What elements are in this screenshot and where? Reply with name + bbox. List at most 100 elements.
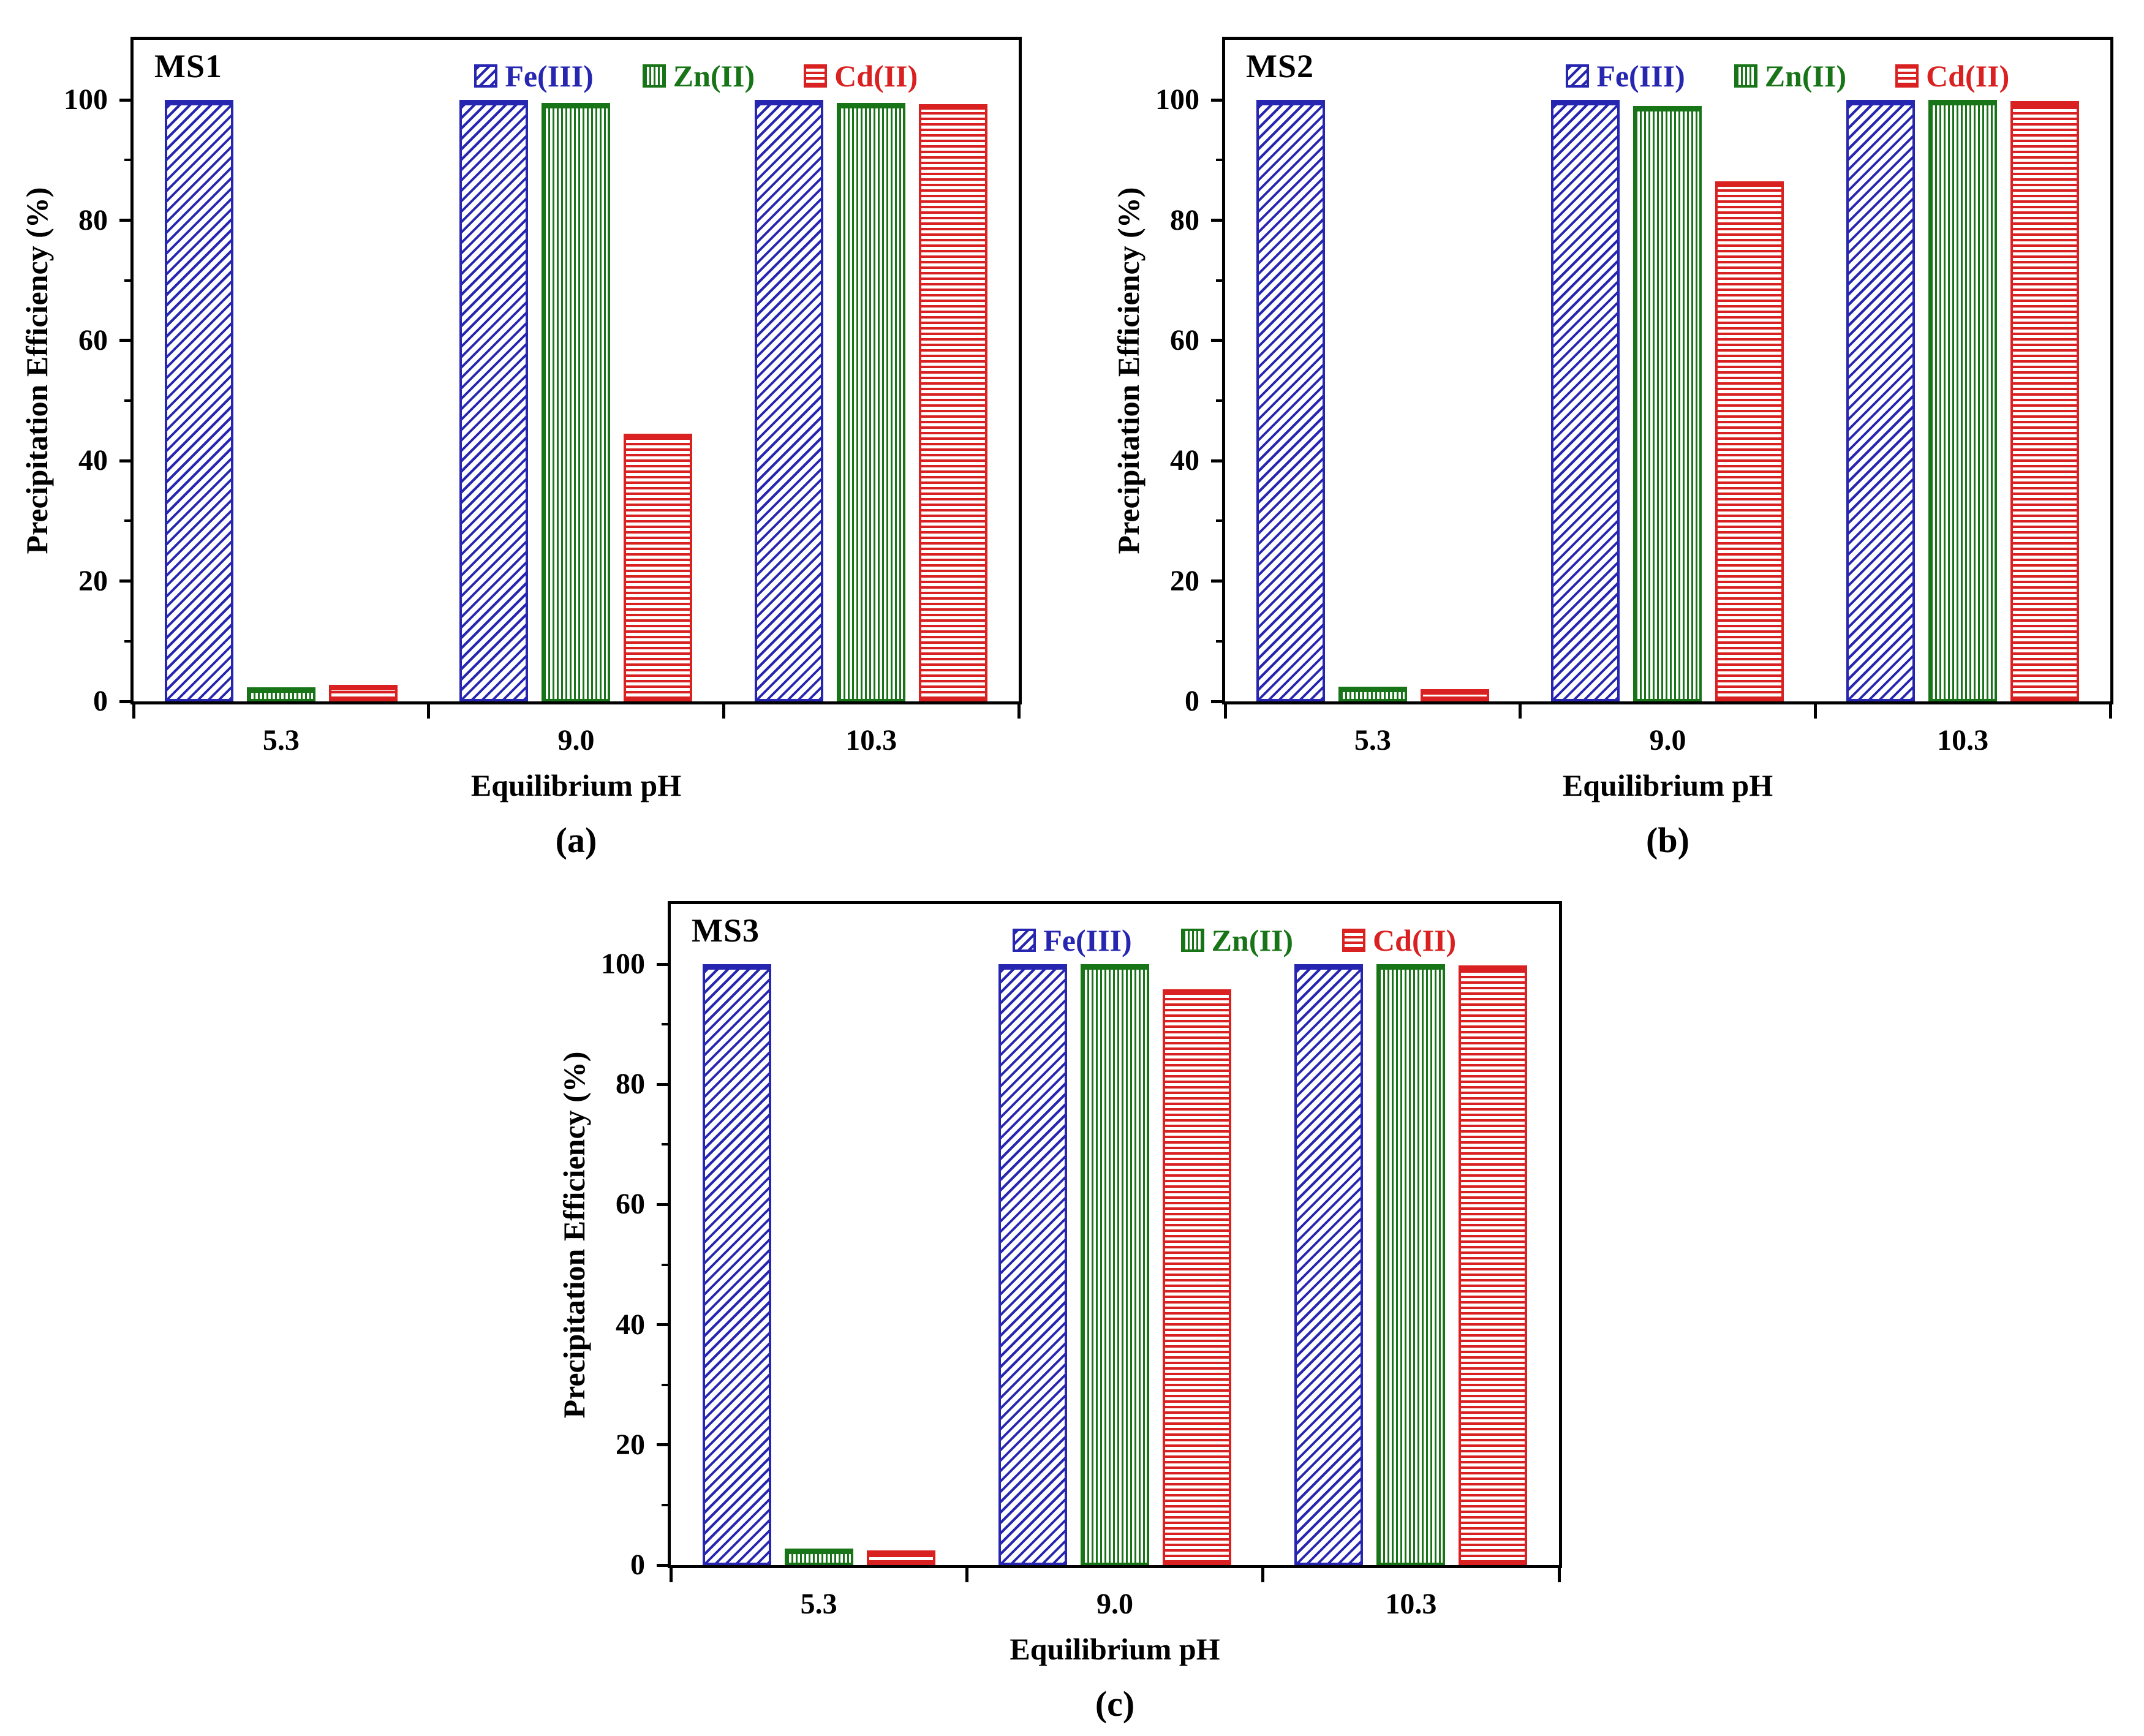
y-axis-minor-tick [1216,399,1222,402]
bar-zn-ph-9-0 [1633,106,1702,701]
panel-caption-a: (a) [555,820,597,860]
x-axis-tick [722,704,725,719]
y-axis-major-tick [1211,579,1222,583]
x-axis-tick [2108,704,2112,719]
y-axis-tick-label: 80 [616,1068,645,1101]
y-axis-tick-label: 40 [616,1308,645,1341]
y-axis-minor-tick [1216,159,1222,162]
bar-fe-ph-10-3 [755,100,824,701]
x-axis-tick [1813,704,1817,719]
y-axis-major-tick [119,459,130,462]
bar-zn-ph-10-3 [1928,100,1998,701]
y-axis-major-tick [657,1323,668,1327]
bar-fe-ph-10-3 [1294,964,1364,1565]
y-axis-minor-tick [124,519,130,523]
chart-frame-ms1: MS1 Fe(III) Zn(II) Cd(II) 0 20 40 60 80 100 5.3 9.0… [20,37,1022,858]
bar-zn-ph-5-3 [246,687,315,701]
bar-cd-ph-10-3 [919,104,988,701]
bar-cd-ph-5-3 [866,1550,935,1565]
y-axis-minor-tick [662,1263,668,1266]
legend-label: Cd(II) [1926,59,2010,93]
legend-item-zn: Zn(II) [1734,61,1846,91]
legend-swatch-cd-hatch-icon [804,64,828,88]
bar-group-ph-5-3 [671,904,967,1565]
bar-cd-ph-5-3 [1420,689,1489,701]
y-axis-major-tick [119,339,130,342]
bar-cd-ph-9-0 [624,434,693,701]
y-axis-major-tick [119,98,130,102]
legend-swatch-cd-hatch-icon [1895,64,1919,88]
y-axis-tick-label: 60 [1170,323,1199,357]
x-axis-tick [132,704,135,719]
y-axis-tick-label: 20 [616,1428,645,1461]
x-axis-tick [1017,704,1021,719]
x-axis-tick-label: 5.3 [1354,724,1391,757]
legend-label: Cd(II) [1373,923,1457,957]
bar-cd-ph-10-3 [1459,965,1528,1565]
legend-swatch-fe-hatch-icon [474,64,498,88]
legend-label: Zn(II) [1211,923,1294,957]
y-axis-tick-label: 40 [1170,444,1199,477]
bar-group-ph-5-3 [134,40,429,701]
y-axis-major-tick [657,1563,668,1567]
y-axis-tick-label: 80 [1170,203,1199,236]
y-axis-tick-label: 0 [630,1549,645,1581]
x-axis-title: Equilibrium pH [470,768,682,802]
y-axis-major-tick [1211,219,1222,222]
y-axis-title: Precipitation Efficiency (%) [20,187,54,554]
y-axis-minor-tick [1216,519,1222,523]
y-axis-major-tick [657,1443,668,1447]
x-axis-title: Equilibrium pH [1010,1632,1220,1666]
x-axis-tick [1557,1568,1561,1582]
legend-label: Fe(III) [505,59,594,93]
y-axis-title: Precipitation Efficiency (%) [557,1051,591,1418]
y-axis-minor-tick [662,1143,668,1146]
legend-item-fe: Fe(III) [1013,923,1132,957]
x-axis-tick-label: 10.3 [1385,1588,1437,1620]
bar-zn-ph-10-3 [837,103,906,701]
bar-group-ph-10-3 [1815,40,2110,701]
bar-zn-ph-10-3 [1376,964,1446,1565]
bar-cd-ph-9-0 [1162,989,1231,1565]
panel-label: MS1 [154,48,222,85]
x-axis-tick [1261,1568,1265,1582]
x-axis-tick [965,1568,968,1582]
y-axis-major-tick [119,579,130,583]
x-axis-tick-label: 10.3 [845,724,897,757]
y-axis-tick-label: 0 [1185,685,1199,717]
x-axis-tick-label: 5.3 [800,1588,837,1620]
x-axis-tick-label: 9.0 [1649,724,1686,757]
x-axis-title: Equilibrium pH [1562,768,1773,802]
bar-cd-ph-9-0 [1715,181,1784,701]
legend-swatch-zn-hatch-icon [1180,929,1204,952]
y-axis-minor-tick [124,279,130,282]
y-axis-tick-label: 100 [601,948,645,981]
bar-zn-ph-9-0 [1080,964,1149,1565]
chart-frame-ms2: MS2 Fe(III) Zn(II) Cd(II) 0 20 40 60 80 100 5.3 9.0… [1111,37,2113,858]
x-axis-tick [427,704,431,719]
legend-swatch-cd-hatch-icon [1342,929,1366,952]
bar-zn-ph-5-3 [1338,687,1407,701]
legend-swatch-fe-hatch-icon [1013,929,1036,952]
y-axis-minor-tick [1216,279,1222,282]
y-axis-minor-tick [662,1503,668,1506]
y-axis-minor-tick [124,399,130,402]
y-axis-tick-label: 20 [1170,564,1199,597]
panel-caption-b: (b) [1646,820,1689,860]
legend-swatch-zn-hatch-icon [1734,64,1757,88]
bar-group-ph-9-0 [967,904,1263,1565]
legend-item-cd: Cd(II) [1342,925,1456,956]
y-axis-major-tick [1211,339,1222,342]
y-axis-tick-label: 0 [93,685,108,717]
bar-fe-ph-9-0 [1551,100,1620,701]
y-axis-minor-tick [1216,640,1222,643]
legend-label: Fe(III) [1043,923,1132,957]
bar-group-ph-10-3 [1263,904,1559,1565]
y-axis-major-tick [1211,98,1222,102]
x-axis-tick [669,1568,673,1582]
bar-zn-ph-9-0 [542,103,611,701]
x-axis-tick [1519,704,1522,719]
y-axis-tick-label: 100 [1155,83,1199,116]
legend-swatch-fe-hatch-icon [1566,64,1590,88]
